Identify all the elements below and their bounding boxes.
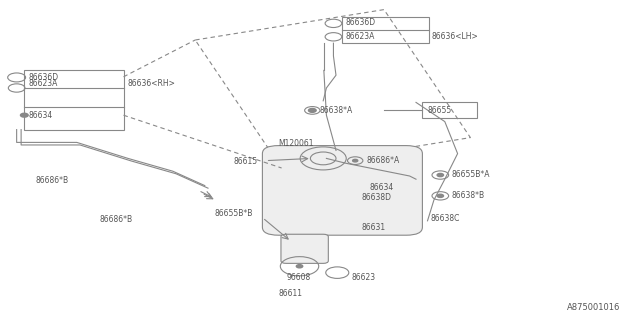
Circle shape [296, 265, 303, 268]
Text: 86638*A: 86638*A [320, 106, 353, 115]
Circle shape [437, 173, 444, 177]
FancyBboxPatch shape [262, 146, 422, 235]
Text: 86611: 86611 [278, 289, 302, 298]
Text: 86686*A: 86686*A [366, 156, 399, 165]
Text: 86636D: 86636D [28, 73, 58, 82]
Text: 86655: 86655 [428, 106, 452, 115]
Text: 86623A: 86623A [346, 32, 375, 41]
Text: 86623: 86623 [351, 273, 376, 282]
Text: 86686*B: 86686*B [99, 215, 132, 224]
Circle shape [308, 108, 316, 112]
Circle shape [437, 194, 444, 197]
Text: 86636<LH>: 86636<LH> [432, 32, 479, 41]
Text: 86615: 86615 [234, 157, 258, 166]
FancyBboxPatch shape [422, 102, 477, 118]
FancyBboxPatch shape [342, 17, 429, 43]
Text: A875001016: A875001016 [568, 303, 621, 312]
Text: 86634: 86634 [28, 111, 52, 120]
Text: M120061: M120061 [278, 139, 314, 148]
Text: 86686*B: 86686*B [35, 176, 68, 185]
Text: 86638D: 86638D [362, 193, 392, 202]
Text: 86655B*B: 86655B*B [214, 209, 253, 218]
Text: 86623A: 86623A [28, 79, 58, 88]
Text: 86638C: 86638C [430, 214, 460, 223]
FancyBboxPatch shape [281, 234, 328, 263]
Circle shape [353, 159, 358, 162]
Text: 86634: 86634 [370, 183, 394, 192]
Text: 86638*B: 86638*B [451, 191, 484, 200]
Text: 86631: 86631 [362, 223, 386, 232]
Circle shape [20, 113, 28, 117]
FancyBboxPatch shape [24, 70, 124, 130]
Text: 86655B*A: 86655B*A [451, 170, 490, 179]
Text: 86636<RH>: 86636<RH> [127, 79, 175, 88]
Text: 86636D: 86636D [346, 18, 376, 27]
Text: 96608: 96608 [287, 273, 311, 282]
